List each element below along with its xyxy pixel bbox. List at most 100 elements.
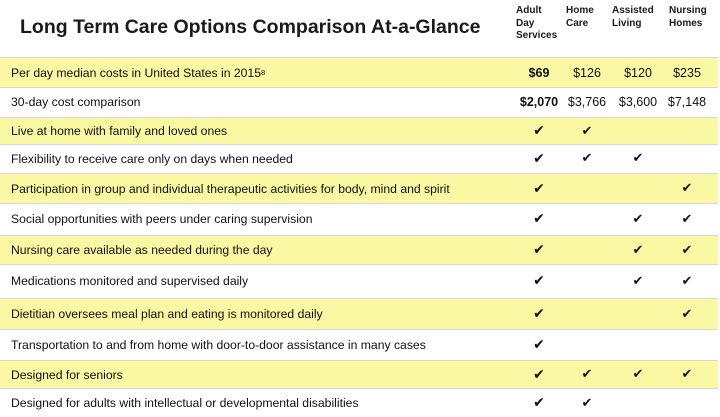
row-label-text: Designed for seniors [11,367,123,382]
checkmark-icon: ✔ [581,151,593,166]
row-label-text: Nursing care available as needed during … [11,243,273,257]
checkmark-icon: ✔ [533,336,545,353]
check-icon: ✔ [513,299,565,329]
row-label-text: 30-day cost comparison [11,95,141,109]
cost-value: $3,766 [567,95,607,109]
check-icon: ✔ [513,236,565,264]
row-label: Participation in group and individual th… [11,174,450,203]
check-icon: ✔ [612,236,664,264]
check-icon: ✔ [612,205,664,233]
row-label-text: Per day median costs in United States in… [11,65,261,80]
column-header-line: Nursing [669,5,707,16]
checkmark-icon: ✔ [632,367,644,382]
check-icon: ✔ [661,361,713,388]
checkmark-icon: ✔ [581,395,593,411]
checkmark-icon: ✔ [581,367,593,382]
empty-cell [661,146,713,171]
column-header-nursing-homes: Nursing Homes [669,5,707,30]
empty-cell [561,236,613,264]
row-label-text: Live at home with family and loved ones [11,124,228,138]
empty-cell [661,118,713,144]
check-icon: ✔ [513,331,565,358]
checkmark-icon: ✔ [681,367,693,382]
column-header-line: Living [612,17,642,29]
column-header-adult-day-services: Adult Day Services [516,5,557,43]
row-label-text: Designed for adults with intellectual or… [11,396,359,410]
checkmark-icon: ✔ [533,395,545,411]
checkmark-icon: ✔ [581,123,593,139]
checkmark-icon: ✔ [681,211,693,227]
table-row: Dietitian oversees meal plan and eating … [0,298,718,330]
check-icon: ✔ [513,118,565,144]
check-icon: ✔ [513,174,565,203]
check-icon: ✔ [661,299,713,329]
column-header-line: Adult [516,5,542,16]
check-icon: ✔ [513,390,565,416]
check-icon: ✔ [661,205,713,233]
check-icon: ✔ [612,361,664,388]
checkmark-icon: ✔ [681,181,693,196]
table-row: Participation in group and individual th… [0,173,718,204]
check-icon: ✔ [513,205,565,233]
checkmark-icon: ✔ [533,306,545,322]
row-label: Live at home with family and loved ones [11,118,227,144]
check-icon: ✔ [513,146,565,171]
empty-cell [561,299,613,329]
empty-cell [561,205,613,233]
row-label-text: Participation in group and individual th… [11,181,450,196]
checkmark-icon: ✔ [681,242,693,258]
check-icon: ✔ [561,361,613,388]
checkmark-icon: ✔ [632,211,644,227]
row-label-text: Flexibility to receive care only on days… [11,151,293,166]
page-title: Long Term Care Options Comparison At-a-G… [20,16,481,38]
cost-value: $2,070 [519,95,559,109]
checkmark-icon: ✔ [632,151,644,166]
checkmark-icon: ✔ [533,150,545,167]
column-header-line: Care [566,17,589,29]
empty-cell [612,331,664,358]
empty-cell [561,331,613,358]
cost-value: $120 [624,65,652,80]
checkmark-icon: ✔ [681,306,693,322]
checkmark-icon: ✔ [533,180,545,197]
row-label: Social opportunities with peers under ca… [11,205,312,233]
column-header-line: Home [566,5,594,16]
row-label: Per day median costs in United States in… [11,58,265,87]
row-label-text: Dietitian oversees meal plan and eating … [11,307,323,321]
column-header-line: Day [516,17,535,29]
checkmark-icon: ✔ [632,242,644,258]
empty-cell [612,174,664,203]
cost-value: $235 [673,65,701,80]
check-icon: ✔ [513,361,565,388]
checkmark-icon: ✔ [533,211,545,227]
check-icon: ✔ [513,266,565,296]
check-icon: ✔ [612,146,664,171]
checkmark-icon: ✔ [533,273,545,289]
row-label-text: Social opportunities with peers under ca… [11,212,313,226]
row-label: Transportation to and from home with doo… [11,331,426,358]
column-header-home-care: Home Care [566,5,594,30]
empty-cell [661,390,713,416]
row-label: Medications monitored and supervised dai… [11,266,248,296]
check-icon: ✔ [561,390,613,416]
row-label: Designed for adults with intellectual or… [11,390,359,416]
row-label: 30-day cost comparison [11,89,140,115]
check-icon: ✔ [561,146,613,171]
table-row: Designed for seniors ✔ ✔ ✔ ✔ [0,360,718,389]
check-icon: ✔ [661,266,713,296]
row-label: Designed for seniors [11,361,123,388]
checkmark-icon: ✔ [533,366,545,383]
checkmark-icon: ✔ [533,242,545,258]
empty-cell [612,299,664,329]
check-icon: ✔ [661,236,713,264]
column-header-assisted-living: Assisted Living [612,5,654,30]
cost-value: $126 [573,65,601,80]
table-row: Flexibility to receive care only on days… [0,146,718,171]
cost-value: $7,148 [667,95,707,109]
row-label: Dietitian oversees meal plan and eating … [11,299,323,329]
empty-cell [612,118,664,144]
cost-value: $69 [528,65,550,80]
footnote-marker: 8 [261,68,266,77]
empty-cell [561,266,613,296]
table-row: Medications monitored and supervised dai… [0,266,718,296]
